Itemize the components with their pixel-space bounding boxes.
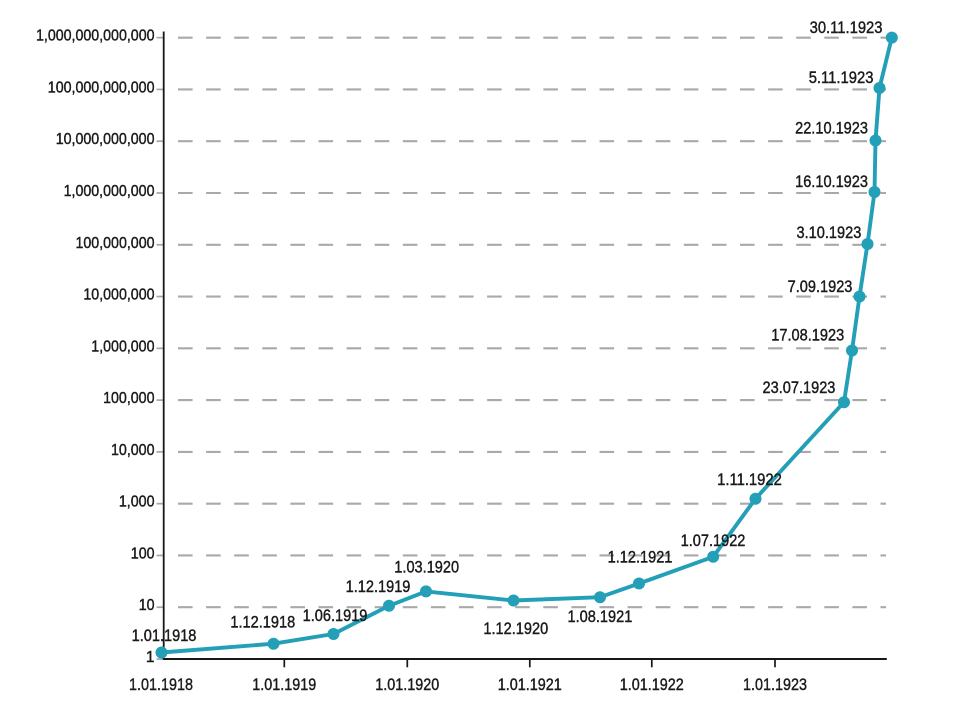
svg-text:1.01.1918: 1.01.1918: [129, 675, 193, 694]
svg-text:10,000: 10,000: [111, 442, 155, 459]
svg-text:1,000,000,000: 1,000,000,000: [64, 183, 155, 200]
svg-text:1.08.1921: 1.08.1921: [568, 608, 633, 626]
svg-text:30.11.1923: 30.11.1923: [810, 19, 883, 37]
svg-text:10: 10: [139, 597, 155, 614]
svg-text:1,000,000,000,000: 1,000,000,000,000: [36, 28, 155, 45]
svg-text:1.12.1920: 1.12.1920: [483, 620, 548, 638]
svg-text:1.01.1920: 1.01.1920: [375, 675, 439, 694]
svg-text:16.10.1923: 16.10.1923: [795, 173, 868, 191]
svg-text:1,000: 1,000: [119, 494, 155, 511]
svg-text:17.08.1923: 17.08.1923: [771, 326, 844, 344]
svg-text:100: 100: [131, 545, 155, 562]
svg-text:1.01.1921: 1.01.1921: [498, 675, 562, 694]
svg-text:23.07.1923: 23.07.1923: [763, 379, 836, 397]
svg-text:1.07.1922: 1.07.1922: [681, 532, 746, 550]
svg-text:1.03.1920: 1.03.1920: [394, 559, 459, 577]
svg-text:1.12.1919: 1.12.1919: [346, 578, 411, 596]
svg-text:22.10.1923: 22.10.1923: [795, 119, 868, 137]
svg-text:1: 1: [146, 649, 155, 666]
svg-text:7.09.1923: 7.09.1923: [788, 278, 853, 296]
svg-text:1.01.1918: 1.01.1918: [132, 627, 197, 645]
svg-text:1.01.1919: 1.01.1919: [252, 675, 316, 694]
svg-text:1.06.1919: 1.06.1919: [303, 607, 368, 625]
svg-text:1.11.1922: 1.11.1922: [717, 471, 782, 489]
svg-text:1.01.1923: 1.01.1923: [743, 675, 807, 694]
svg-text:1,000,000: 1,000,000: [91, 338, 155, 355]
svg-text:3.10.1923: 3.10.1923: [797, 224, 862, 242]
svg-text:1.01.1922: 1.01.1922: [620, 675, 684, 694]
svg-text:10,000,000,000: 10,000,000,000: [56, 131, 155, 148]
svg-text:5.11.1923: 5.11.1923: [809, 69, 874, 87]
svg-text:1.12.1921: 1.12.1921: [608, 549, 673, 567]
svg-text:100,000,000,000: 100,000,000,000: [48, 79, 155, 96]
svg-text:100,000,000: 100,000,000: [76, 235, 155, 252]
svg-text:1.12.1918: 1.12.1918: [230, 614, 295, 632]
svg-text:100,000: 100,000: [103, 390, 155, 407]
svg-text:10,000,000: 10,000,000: [83, 287, 154, 304]
